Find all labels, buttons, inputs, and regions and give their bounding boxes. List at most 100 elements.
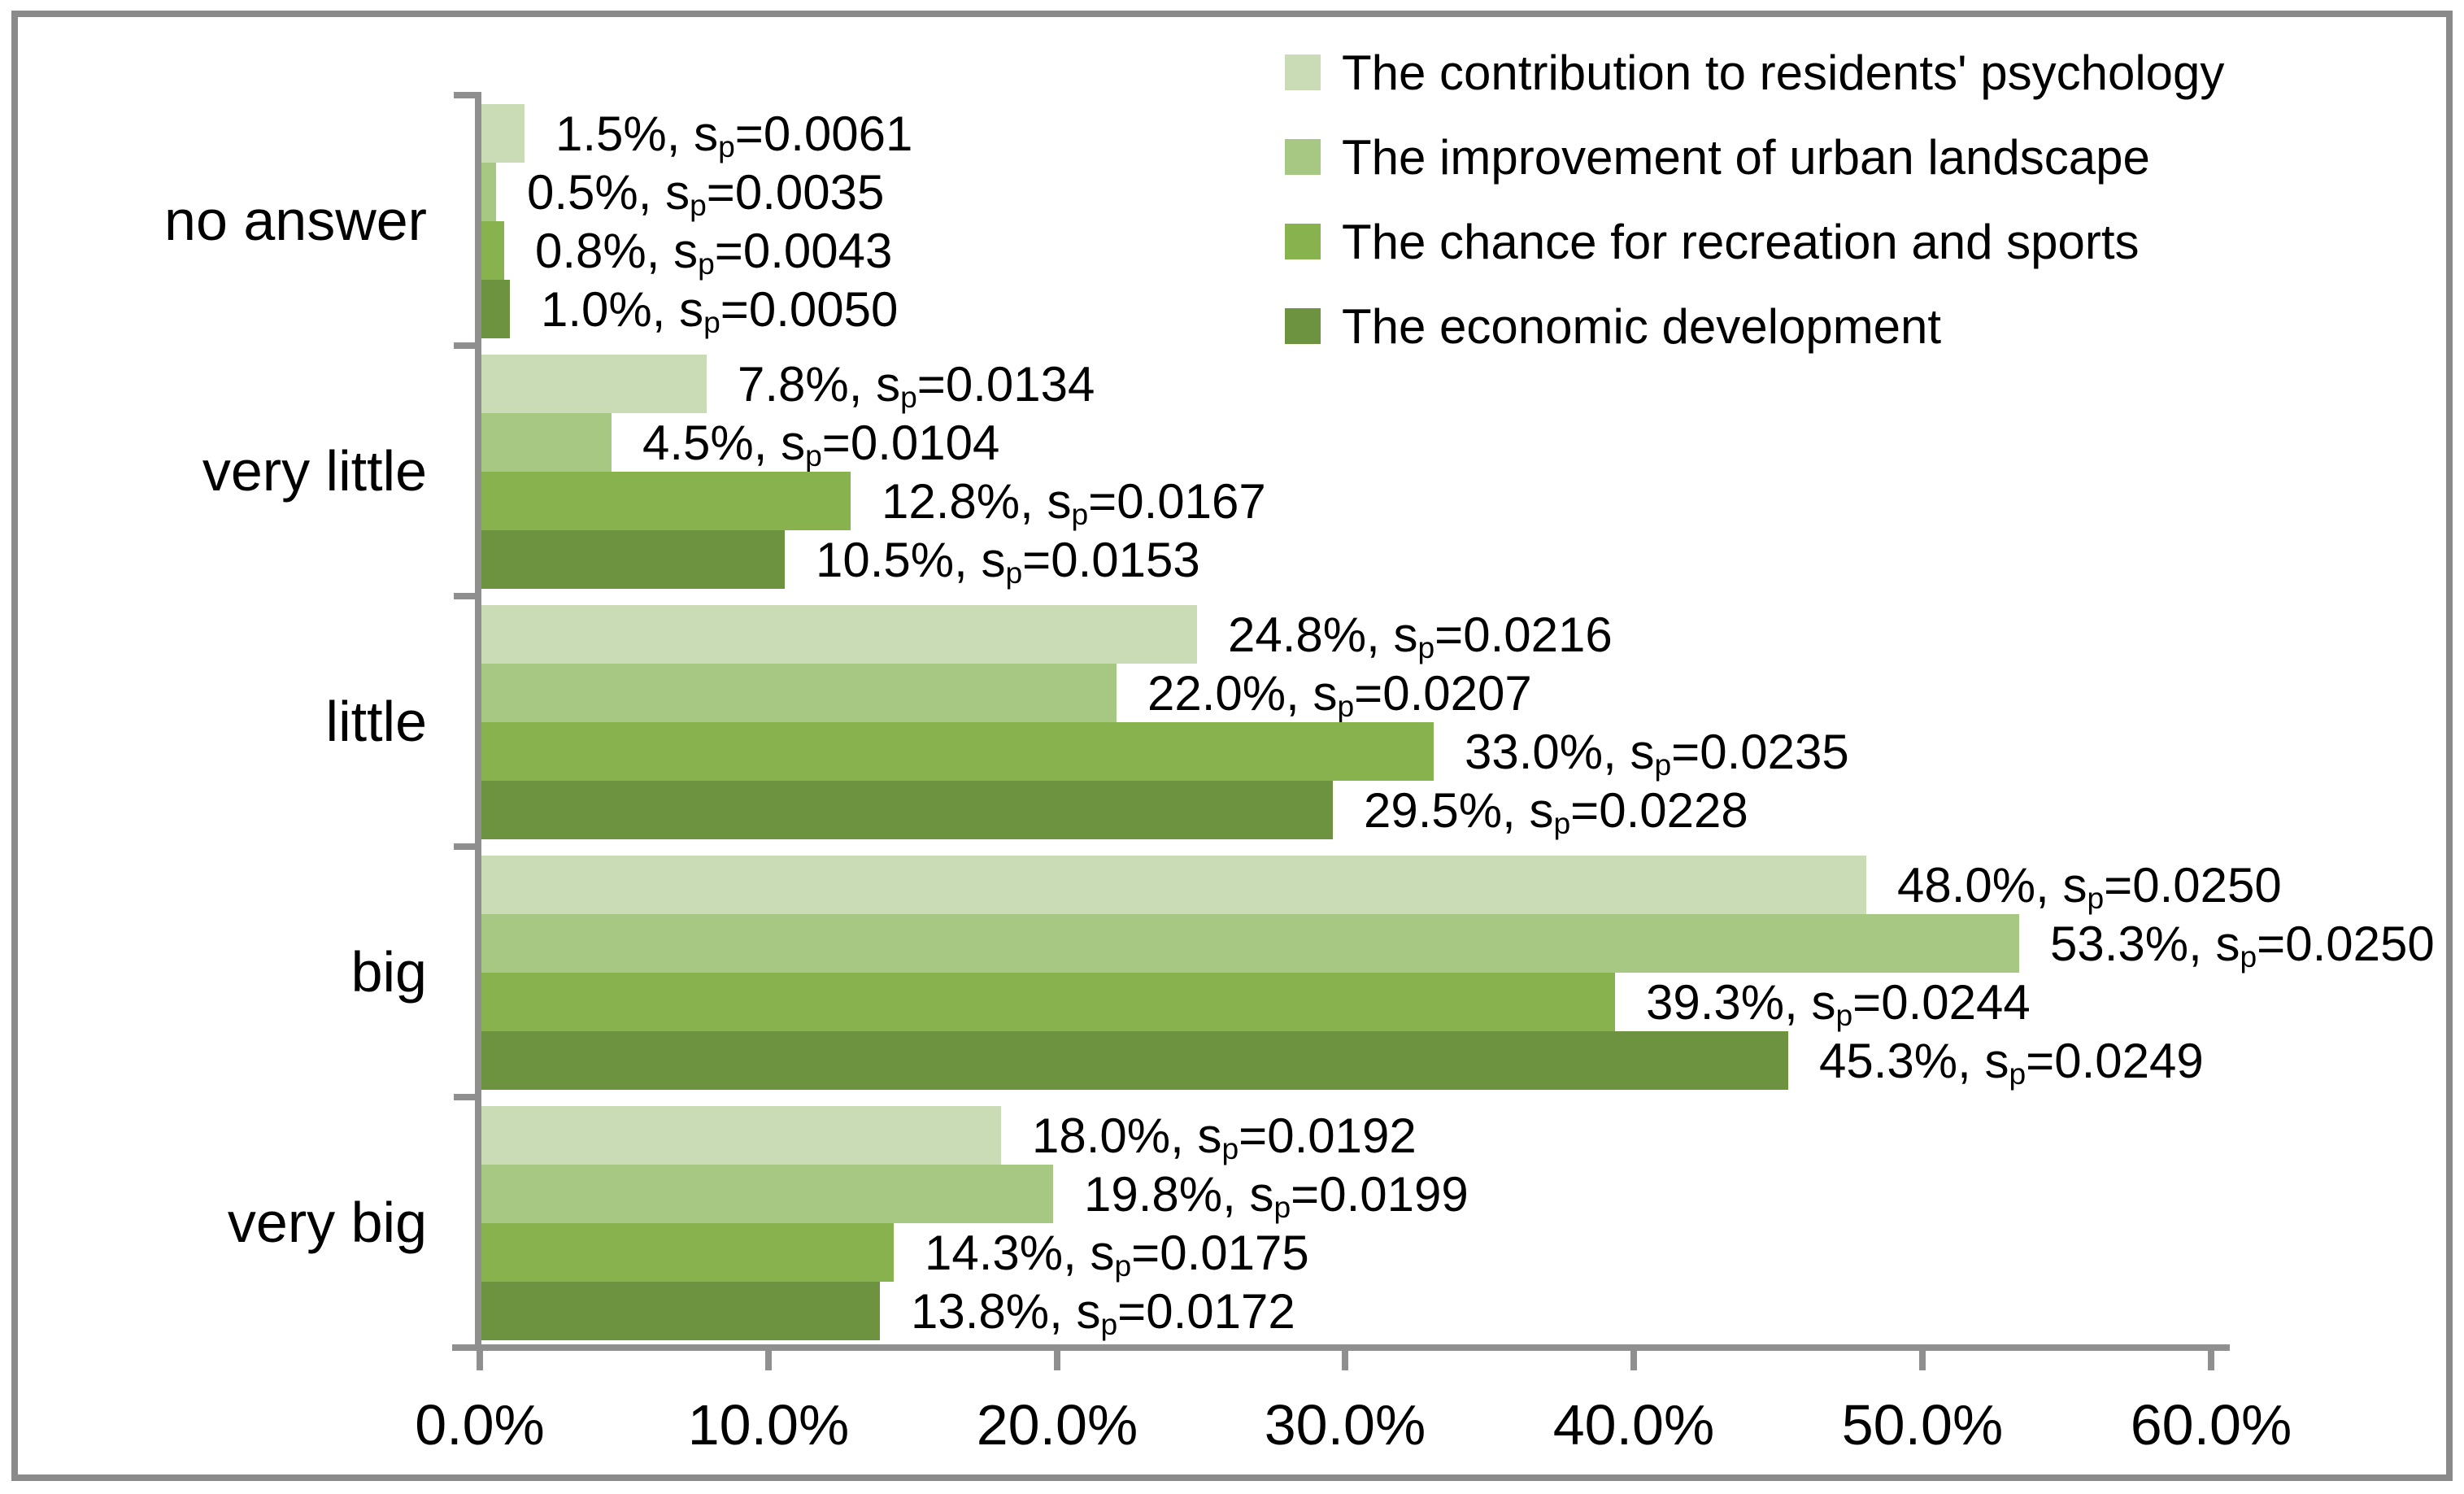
bar-value-text: 39.3%, sp=0.0244 bbox=[1646, 974, 2031, 1032]
category-label-little: little bbox=[325, 690, 427, 753]
sp-subscript: p bbox=[2009, 1056, 2026, 1091]
bar-very-big-the-economic-development bbox=[481, 1282, 880, 1340]
sp-subscript: p bbox=[690, 187, 707, 222]
sp-subscript: p bbox=[718, 128, 735, 163]
bar-no-answer-the-improvement-of-urban-landscape bbox=[481, 163, 496, 221]
bar-value-text: 24.8%, sp=0.0216 bbox=[1228, 607, 1613, 664]
bar-value-text: 13.8%, sp=0.0172 bbox=[911, 1283, 1295, 1341]
sp-subscript: p bbox=[1337, 688, 1355, 723]
sp-subscript: p bbox=[900, 379, 917, 414]
x-axis-tick bbox=[477, 1351, 483, 1370]
bar-big-the-economic-development bbox=[481, 1031, 1788, 1090]
legend-item-the-contribution-to-residents-psychology: The contribution to residents' psycholog… bbox=[1285, 46, 2224, 100]
y-axis-tick bbox=[454, 92, 475, 98]
bar-value-label: 39.3%, sp=0.0244 bbox=[1646, 973, 2031, 1031]
category-label-no-answer: no answer bbox=[164, 189, 427, 252]
bar-very-little-the-improvement-of-urban-landscape bbox=[481, 413, 612, 472]
y-axis-tick bbox=[454, 342, 475, 349]
y-axis-tick bbox=[454, 1094, 475, 1100]
legend-swatch bbox=[1285, 139, 1321, 175]
bar-value-text: 4.5%, sp=0.0104 bbox=[642, 415, 1000, 473]
bar-value-text: 10.5%, sp=0.0153 bbox=[816, 532, 1200, 590]
bar-value-text: 22.0%, sp=0.0207 bbox=[1147, 665, 1532, 723]
bar-little-the-improvement-of-urban-landscape bbox=[481, 664, 1117, 722]
legend-label: The contribution to residents' psycholog… bbox=[1342, 45, 2225, 100]
sp-subscript: p bbox=[1553, 805, 1571, 840]
bar-no-answer-the-contribution-to-residents-psychology bbox=[481, 104, 525, 163]
legend-label: The chance for recreation and sports bbox=[1342, 214, 2140, 269]
bar-value-text: 1.0%, sp=0.0050 bbox=[541, 281, 899, 339]
bar-value-label: 48.0%, sp=0.0250 bbox=[1897, 856, 2282, 914]
sp-subscript: p bbox=[1835, 997, 1853, 1032]
x-axis-tick-label: 60.0% bbox=[2130, 1393, 2292, 1457]
bar-value-text: 53.3%, sp=0.0250 bbox=[2050, 916, 2435, 973]
legend-label: The improvement of urban landscape bbox=[1342, 129, 2150, 185]
bar-value-label: 4.5%, sp=0.0104 bbox=[642, 413, 999, 472]
legend-label: The economic development bbox=[1342, 298, 1942, 354]
bar-value-label: 7.8%, sp=0.0134 bbox=[738, 355, 1095, 413]
bar-value-label: 19.8%, sp=0.0199 bbox=[1084, 1165, 1469, 1223]
bar-little-the-contribution-to-residents-psychology bbox=[481, 605, 1197, 664]
sp-subscript: p bbox=[1654, 747, 1672, 782]
legend-swatch bbox=[1285, 224, 1321, 259]
bar-value-label: 33.0%, sp=0.0235 bbox=[1465, 722, 1849, 781]
sp-subscript: p bbox=[1005, 555, 1023, 590]
bar-value-text: 14.3%, sp=0.0175 bbox=[925, 1225, 1309, 1283]
sp-subscript: p bbox=[1417, 629, 1435, 664]
bar-value-label: 29.5%, sp=0.0228 bbox=[1364, 781, 1748, 839]
category-label-very-big: very big bbox=[227, 1191, 427, 1254]
bar-value-text: 7.8%, sp=0.0134 bbox=[738, 356, 1095, 414]
y-axis-line bbox=[475, 92, 481, 1351]
sp-subscript: p bbox=[2087, 880, 2105, 915]
legend-item-the-chance-for-recreation-and-sports: The chance for recreation and sports bbox=[1285, 215, 2140, 269]
x-axis-line bbox=[452, 1344, 2230, 1351]
sp-subscript: p bbox=[1071, 496, 1089, 531]
x-axis-tick-label: 50.0% bbox=[1841, 1393, 2004, 1457]
bar-value-label: 13.8%, sp=0.0172 bbox=[911, 1282, 1295, 1340]
bar-value-label: 18.0%, sp=0.0192 bbox=[1032, 1106, 1417, 1165]
sp-subscript: p bbox=[1114, 1248, 1132, 1283]
bar-value-label: 1.0%, sp=0.0050 bbox=[541, 280, 898, 338]
bar-very-big-the-contribution-to-residents-psychology bbox=[481, 1106, 1001, 1165]
bar-value-label: 0.5%, sp=0.0035 bbox=[527, 163, 884, 221]
x-axis-tick bbox=[765, 1351, 772, 1370]
x-axis-tick bbox=[1919, 1351, 1926, 1370]
bar-value-label: 53.3%, sp=0.0250 bbox=[2050, 914, 2435, 973]
category-label-big: big bbox=[350, 940, 427, 1004]
sp-subscript: p bbox=[1100, 1306, 1118, 1341]
bar-value-text: 45.3%, sp=0.0249 bbox=[1819, 1033, 2204, 1091]
bar-value-label: 1.5%, sp=0.0061 bbox=[555, 104, 912, 163]
bar-very-little-the-chance-for-recreation-and-sports bbox=[481, 472, 851, 530]
bar-value-text: 1.5%, sp=0.0061 bbox=[555, 106, 913, 163]
bar-very-little-the-contribution-to-residents-psychology bbox=[481, 355, 707, 413]
x-axis-tick-label: 30.0% bbox=[1264, 1393, 1426, 1457]
bar-value-text: 48.0%, sp=0.0250 bbox=[1897, 857, 2282, 915]
x-axis-tick-label: 40.0% bbox=[1552, 1393, 1715, 1457]
x-axis-tick bbox=[1342, 1351, 1348, 1370]
sp-subscript: p bbox=[698, 246, 715, 281]
sp-subscript: p bbox=[703, 304, 720, 339]
bar-value-text: 33.0%, sp=0.0235 bbox=[1465, 724, 1849, 782]
bar-value-text: 0.8%, sp=0.0043 bbox=[535, 223, 893, 281]
y-axis-tick bbox=[454, 843, 475, 850]
x-axis-tick-label: 10.0% bbox=[687, 1393, 850, 1457]
legend-swatch bbox=[1285, 54, 1321, 90]
legend-item-the-improvement-of-urban-landscape: The improvement of urban landscape bbox=[1285, 130, 2150, 185]
bar-no-answer-the-economic-development bbox=[481, 280, 510, 338]
bar-big-the-contribution-to-residents-psychology bbox=[481, 856, 1866, 914]
bar-no-answer-the-chance-for-recreation-and-sports bbox=[481, 221, 504, 280]
legend-swatch bbox=[1285, 308, 1321, 344]
x-axis-tick bbox=[1630, 1351, 1637, 1370]
bar-value-label: 14.3%, sp=0.0175 bbox=[925, 1223, 1309, 1282]
sp-subscript: p bbox=[2240, 939, 2257, 973]
bar-very-big-the-improvement-of-urban-landscape bbox=[481, 1165, 1053, 1223]
x-axis-tick-label: 0.0% bbox=[415, 1393, 545, 1457]
bar-big-the-improvement-of-urban-landscape bbox=[481, 914, 2019, 973]
bar-little-the-chance-for-recreation-and-sports bbox=[481, 722, 1434, 781]
bar-big-the-chance-for-recreation-and-sports bbox=[481, 973, 1615, 1031]
sp-subscript: p bbox=[805, 438, 822, 473]
bar-value-label: 12.8%, sp=0.0167 bbox=[882, 472, 1266, 530]
x-axis-tick bbox=[2208, 1351, 2214, 1370]
bar-value-text: 29.5%, sp=0.0228 bbox=[1364, 782, 1748, 840]
